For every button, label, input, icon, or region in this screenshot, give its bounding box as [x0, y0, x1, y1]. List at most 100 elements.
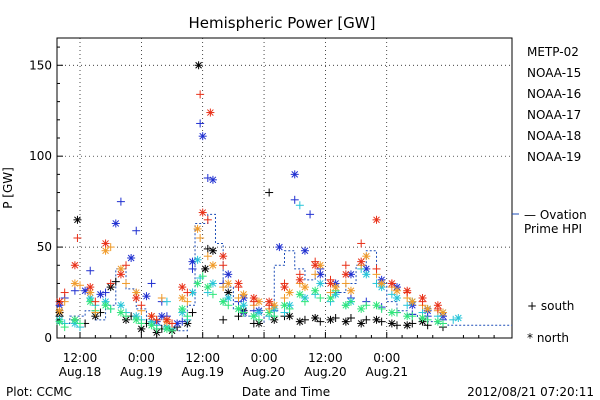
- point-5-north-12: [234, 279, 243, 288]
- point-0-north-17: [295, 317, 304, 326]
- point-3-north-25: [433, 317, 442, 326]
- point-5-north-18: [326, 279, 335, 288]
- point-5-north-16: [295, 275, 304, 284]
- point-1-north-10: [208, 175, 217, 184]
- point-3-north-15: [280, 301, 289, 310]
- point-3-north-13: [249, 312, 258, 321]
- ovation-legend-line2: Prime HPI: [524, 222, 582, 236]
- point-0-north-16: [285, 312, 294, 321]
- point-0-south-25: [265, 188, 274, 197]
- point-2-south-16: [295, 201, 304, 210]
- point-3-north-1: [70, 315, 79, 324]
- point-1-north-15: [290, 170, 299, 179]
- legend-entry-1: NOAA-15: [527, 66, 581, 80]
- x-tick-date-5: Aug.21: [365, 365, 408, 379]
- point-0-south-16: [316, 317, 325, 326]
- point-3-north-23: [403, 312, 412, 321]
- x-tick-date-2: Aug.19: [181, 365, 224, 379]
- point-4-south-18: [326, 288, 335, 297]
- point-1-north-5: [142, 292, 151, 301]
- point-2-south-27: [162, 297, 171, 306]
- point-4-north-15: [285, 288, 294, 297]
- x-tick-time-5: 0:00: [373, 351, 400, 365]
- point-5-north-21: [372, 215, 381, 224]
- x-tick-date-3: Aug.20: [243, 365, 286, 379]
- x-tick-time-1: 0:00: [128, 351, 155, 365]
- point-1-north-4: [127, 254, 136, 262]
- y-axis: 0 50 100 150: [29, 46, 63, 345]
- point-1-north-1: [81, 286, 90, 295]
- point-0-north-1: [73, 215, 82, 224]
- point-1-south-26: [70, 286, 79, 295]
- point-5-north-7: [162, 315, 171, 324]
- point-5-north-20: [357, 257, 366, 266]
- point-5-north-1: [70, 261, 79, 270]
- point-2-north-11: [224, 294, 233, 302]
- symbol-legend-north: * north: [527, 331, 569, 345]
- point-5-north-6: [147, 312, 156, 321]
- point-4-north-21: [377, 279, 386, 288]
- point-0-south-9: [188, 308, 197, 317]
- y-axis-label: P [GW]: [1, 167, 15, 209]
- point-3-north-11: [219, 297, 228, 306]
- symbol-legend-south: + south: [527, 299, 574, 313]
- point-3-south-21: [377, 304, 386, 313]
- point-3-south-20: [362, 301, 371, 310]
- point-5-north-24: [418, 294, 427, 302]
- point-4-north-24: [423, 304, 432, 313]
- y-tick-label-1: 50: [37, 240, 52, 254]
- point-4-north-1: [70, 279, 79, 288]
- point-5-south-9: [196, 90, 205, 99]
- point-3-north-12: [234, 304, 243, 313]
- point-3-south-0: [60, 323, 69, 332]
- point-4-south-19: [341, 279, 350, 288]
- point-1-north-11: [224, 270, 233, 279]
- point-5-north-13: [249, 294, 258, 302]
- footer-right: 2012/08/21 07:20:11: [467, 385, 594, 399]
- point-3-north-5: [132, 315, 141, 324]
- point-3-south-5: [137, 319, 146, 328]
- point-5-north-14: [265, 297, 274, 306]
- point-2-north-12: [239, 301, 248, 310]
- point-5-north-9: [198, 208, 207, 217]
- point-1-south-5: [147, 279, 156, 288]
- point-5-north-15: [280, 283, 289, 292]
- point-4-south-9: [196, 234, 205, 242]
- point-5-north-5: [132, 294, 141, 302]
- point-0-north-24: [403, 321, 412, 330]
- point-5-south-21: [372, 264, 381, 273]
- point-4-south-12: [234, 294, 243, 302]
- point-5-north-19: [341, 270, 350, 279]
- point-0-north-20: [341, 317, 350, 326]
- y-tick-label-0: 0: [44, 331, 52, 345]
- point-5-north-2: [86, 283, 95, 292]
- x-axis: 12:00Aug.180:00Aug.1912:00Aug.190:00Aug.…: [59, 332, 495, 379]
- point-0-north-19: [326, 315, 335, 324]
- point-5-north-3: [101, 239, 110, 248]
- point-5-south-1: [73, 234, 82, 242]
- point-3-north-10: [203, 283, 212, 292]
- point-0-north-9: [194, 61, 203, 70]
- point-1-south-15: [290, 195, 299, 204]
- x-tick-time-3: 0:00: [251, 351, 278, 365]
- point-2-north-9: [193, 255, 202, 264]
- point-2-south-23: [403, 301, 412, 310]
- x-tick-date-1: Aug.19: [120, 365, 163, 379]
- point-1-south-3: [116, 197, 125, 206]
- point-4-north-16: [300, 283, 309, 292]
- point-4-north-5: [132, 288, 141, 297]
- point-4-north-17: [316, 261, 325, 270]
- point-2-north-10: [208, 279, 217, 288]
- point-1-north-16: [300, 246, 309, 255]
- point-4-south-2: [91, 308, 100, 317]
- x-axis-label: Date and Time: [242, 385, 330, 399]
- point-3-south-4: [122, 312, 131, 321]
- legend-entry-5: NOAA-19: [527, 150, 581, 164]
- x-tick-date-0: Aug.18: [59, 365, 102, 379]
- point-5-south-6: [152, 315, 161, 324]
- point-2-south-15: [280, 308, 289, 317]
- point-3-south-6: [152, 324, 161, 333]
- point-3-north-6: [147, 321, 156, 330]
- point-1-south-1: [86, 266, 95, 275]
- point-0-north-12: [224, 288, 233, 297]
